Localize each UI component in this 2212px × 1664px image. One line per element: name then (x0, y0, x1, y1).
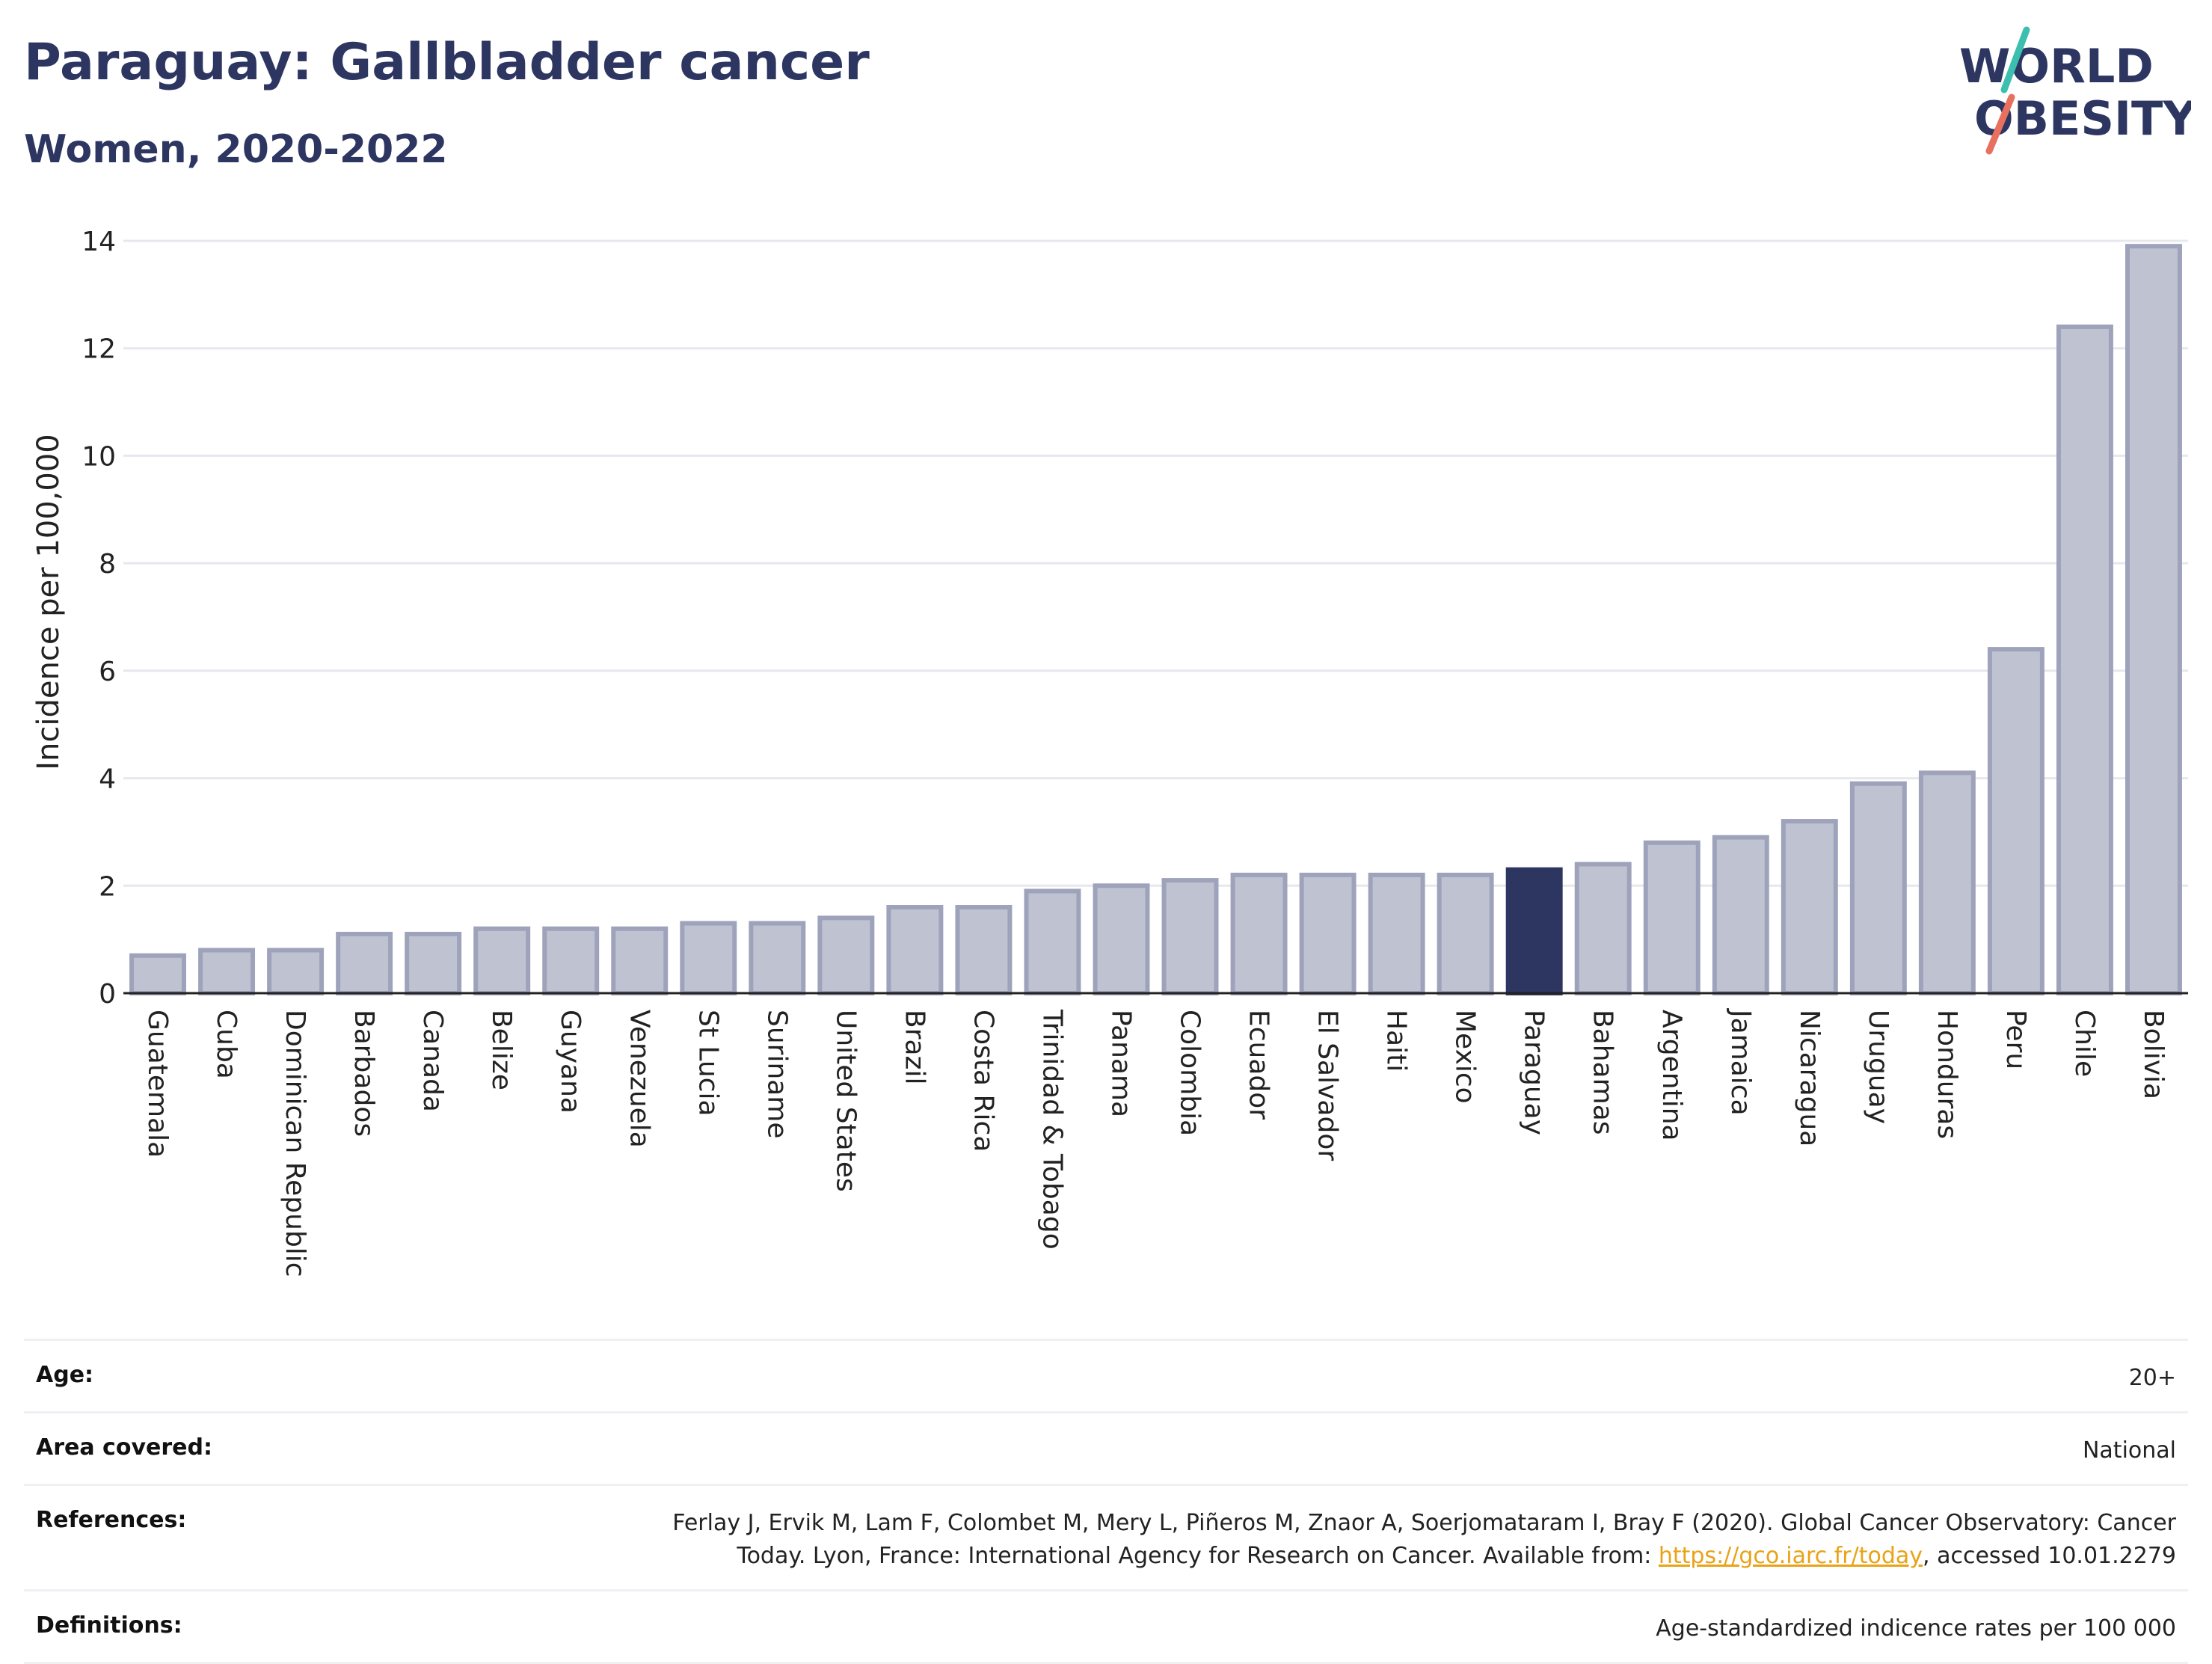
info-row-definitions: Definitions: Age-standardized indicence … (24, 1589, 2188, 1664)
logo-text-world: WORLD (1959, 39, 2154, 93)
x-tick-label: Brazil (899, 1010, 930, 1084)
x-tick-label: Mexico (1450, 1010, 1481, 1104)
y-tick-label: 6 (99, 657, 116, 687)
page-subtitle: Women, 2020-2022 (24, 127, 448, 172)
x-tick-label: Peru (2000, 1010, 2031, 1069)
definitions-label: Definitions: (36, 1612, 182, 1639)
world-obesity-logo: WORLD OBESITY (1959, 26, 2191, 155)
bar-trinidad-tobago (1024, 888, 1081, 995)
bar-canada (405, 931, 462, 996)
bar-st-lucia (680, 921, 737, 995)
y-tick-label: 8 (99, 549, 116, 580)
x-tick-label: Bolivia (2138, 1010, 2169, 1099)
bar-guyana (542, 926, 600, 996)
info-row-area: Area covered: National (24, 1411, 2188, 1484)
bar-ecuador (1230, 872, 1288, 996)
bar-cuba (198, 948, 256, 995)
bar-el-salvador (1299, 872, 1357, 996)
bar-argentina (1643, 840, 1701, 996)
x-tick-label: Barbados (348, 1010, 379, 1137)
x-tick-label: Dominican Republic (280, 1010, 310, 1277)
references-line1: Ferlay J, Ervik M, Lam F, Colombet M, Me… (672, 1510, 2176, 1536)
bar-bahamas (1574, 862, 1632, 995)
y-tick-label: 12 (82, 334, 116, 365)
logo-slash-coral (1985, 93, 2015, 155)
bar-belize (473, 926, 531, 996)
x-tick-label: Nicaragua (1794, 1010, 1825, 1146)
references-line2-pre: Today. Lyon, France: International Agenc… (737, 1543, 1659, 1569)
y-tick-label: 4 (99, 764, 116, 795)
bar-peru (1987, 647, 2044, 995)
x-tick-label: Paraguay (1519, 1010, 1549, 1135)
x-tick-label: United States (830, 1010, 861, 1192)
x-tick-label: Venezuela (624, 1010, 654, 1148)
x-tick-label: St Lucia (692, 1010, 723, 1117)
x-axis-labels: Guatemala Cuba Dominican Republic Barbados C… (142, 1008, 2169, 1277)
references-link[interactable]: https://gco.iarc.fr/today (1658, 1543, 1923, 1569)
x-tick-label: Suriname (761, 1010, 792, 1139)
y-tick-label: 14 (82, 227, 116, 257)
bar-brazil (886, 905, 944, 995)
bar-nicaragua (1781, 819, 1838, 995)
definitions-value: Age-standardized indicence rates per 100… (1656, 1615, 2176, 1642)
bar-chile (2056, 324, 2113, 995)
bar-chart: 0 2 4 6 8 10 12 14 Guatemala Cuba Dominican Repub… (31, 227, 2188, 1277)
bar-haiti (1368, 872, 1425, 996)
x-tick-label: Costa Rica (968, 1010, 998, 1152)
info-table: Age: 20+ Area covered: National Referenc… (24, 1339, 2188, 1664)
info-row-age: Age: 20+ (24, 1339, 2188, 1411)
y-tick-label: 2 (99, 871, 116, 902)
bar-uruguay (1849, 781, 1907, 996)
references-value: Ferlay J, Ervik M, Lam F, Colombet M, Me… (672, 1507, 2176, 1573)
x-tick-label: Guyana (555, 1010, 586, 1114)
age-label: Age: (36, 1362, 94, 1388)
y-tick-label: 0 (99, 979, 116, 1010)
bar-venezuela (611, 926, 669, 996)
x-tick-label: Honduras (1932, 1010, 1962, 1139)
y-axis-title: Incidence per 100,000 (31, 434, 66, 770)
references-label: References: (36, 1507, 187, 1533)
x-tick-label: Colombia (1175, 1010, 1205, 1136)
age-value: 20+ (2128, 1365, 2176, 1391)
x-tick-label: Bahamas (1588, 1010, 1618, 1135)
info-row-references: References: Ferlay J, Ervik M, Lam F, Co… (24, 1484, 2188, 1589)
area-value: National (2082, 1437, 2176, 1464)
x-tick-label: Jamaica (1725, 1008, 1756, 1116)
bars (129, 244, 2182, 996)
bar-barbados (336, 931, 393, 996)
x-tick-label: El Salvador (1312, 1010, 1343, 1161)
page-title: Paraguay: Gallbladder cancer (24, 33, 870, 92)
x-tick-label: Chile (2069, 1010, 2100, 1077)
x-tick-label: Cuba (211, 1010, 242, 1079)
x-tick-label: Argentina (1656, 1010, 1687, 1141)
bar-mexico (1437, 872, 1494, 996)
bar-costa-rica (955, 905, 1013, 995)
x-tick-label: Belize (486, 1010, 517, 1090)
bar-paraguay (1505, 867, 1563, 995)
x-tick-label: Canada (417, 1010, 448, 1112)
bar-dominican-republic (267, 948, 325, 995)
bar-guatemala (129, 953, 186, 995)
bar-suriname (749, 921, 806, 995)
logo-slash-teal (2000, 26, 2030, 93)
x-tick-label: Panama (1105, 1010, 1136, 1117)
bar-honduras (1918, 770, 1976, 996)
x-tick-label: Guatemala (142, 1010, 173, 1158)
bar-bolivia (2125, 244, 2182, 995)
bar-jamaica (1712, 835, 1769, 995)
x-tick-label: Uruguay (1863, 1010, 1893, 1124)
x-tick-label: Ecuador (1244, 1010, 1274, 1120)
x-tick-label: Trinidad & Tobago (1036, 1009, 1067, 1250)
y-tick-label: 10 (82, 441, 116, 472)
bar-colombia (1161, 878, 1219, 995)
y-axis-ticks: 0 2 4 6 8 10 12 14 (82, 227, 116, 1010)
references-line2-post: , accessed 10.01.2279 (1923, 1543, 2176, 1569)
area-label: Area covered: (36, 1434, 212, 1461)
bar-united-states (817, 915, 875, 996)
x-tick-label: Haiti (1381, 1010, 1412, 1072)
bar-panama (1093, 883, 1150, 996)
